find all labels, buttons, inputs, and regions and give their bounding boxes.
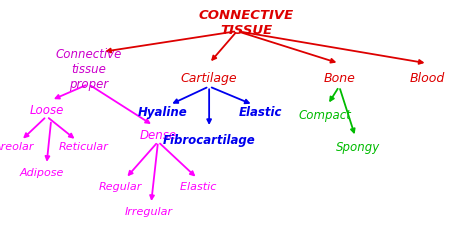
Text: Connective
tissue
proper: Connective tissue proper (55, 48, 121, 91)
Text: Elastic: Elastic (180, 182, 220, 192)
Text: Hyaline: Hyaline (138, 106, 188, 119)
Text: Irregular: Irregular (125, 207, 173, 217)
Text: Bone: Bone (323, 72, 355, 85)
Text: Elastic: Elastic (238, 106, 282, 119)
Text: Reticular: Reticular (59, 142, 109, 153)
Text: Blood: Blood (410, 72, 445, 85)
Text: CONNECTIVE
TISSUE: CONNECTIVE TISSUE (199, 9, 294, 37)
Text: Adipose: Adipose (20, 168, 64, 178)
Text: Areolar: Areolar (0, 142, 34, 153)
Text: Loose: Loose (29, 104, 64, 117)
Text: Spongy: Spongy (336, 141, 380, 154)
Text: Fibrocartilage: Fibrocartilage (163, 134, 255, 147)
Text: Regular: Regular (99, 182, 143, 192)
Text: Dense: Dense (139, 129, 177, 142)
Text: Compact: Compact (299, 109, 352, 122)
Text: Cartilage: Cartilage (181, 72, 237, 85)
